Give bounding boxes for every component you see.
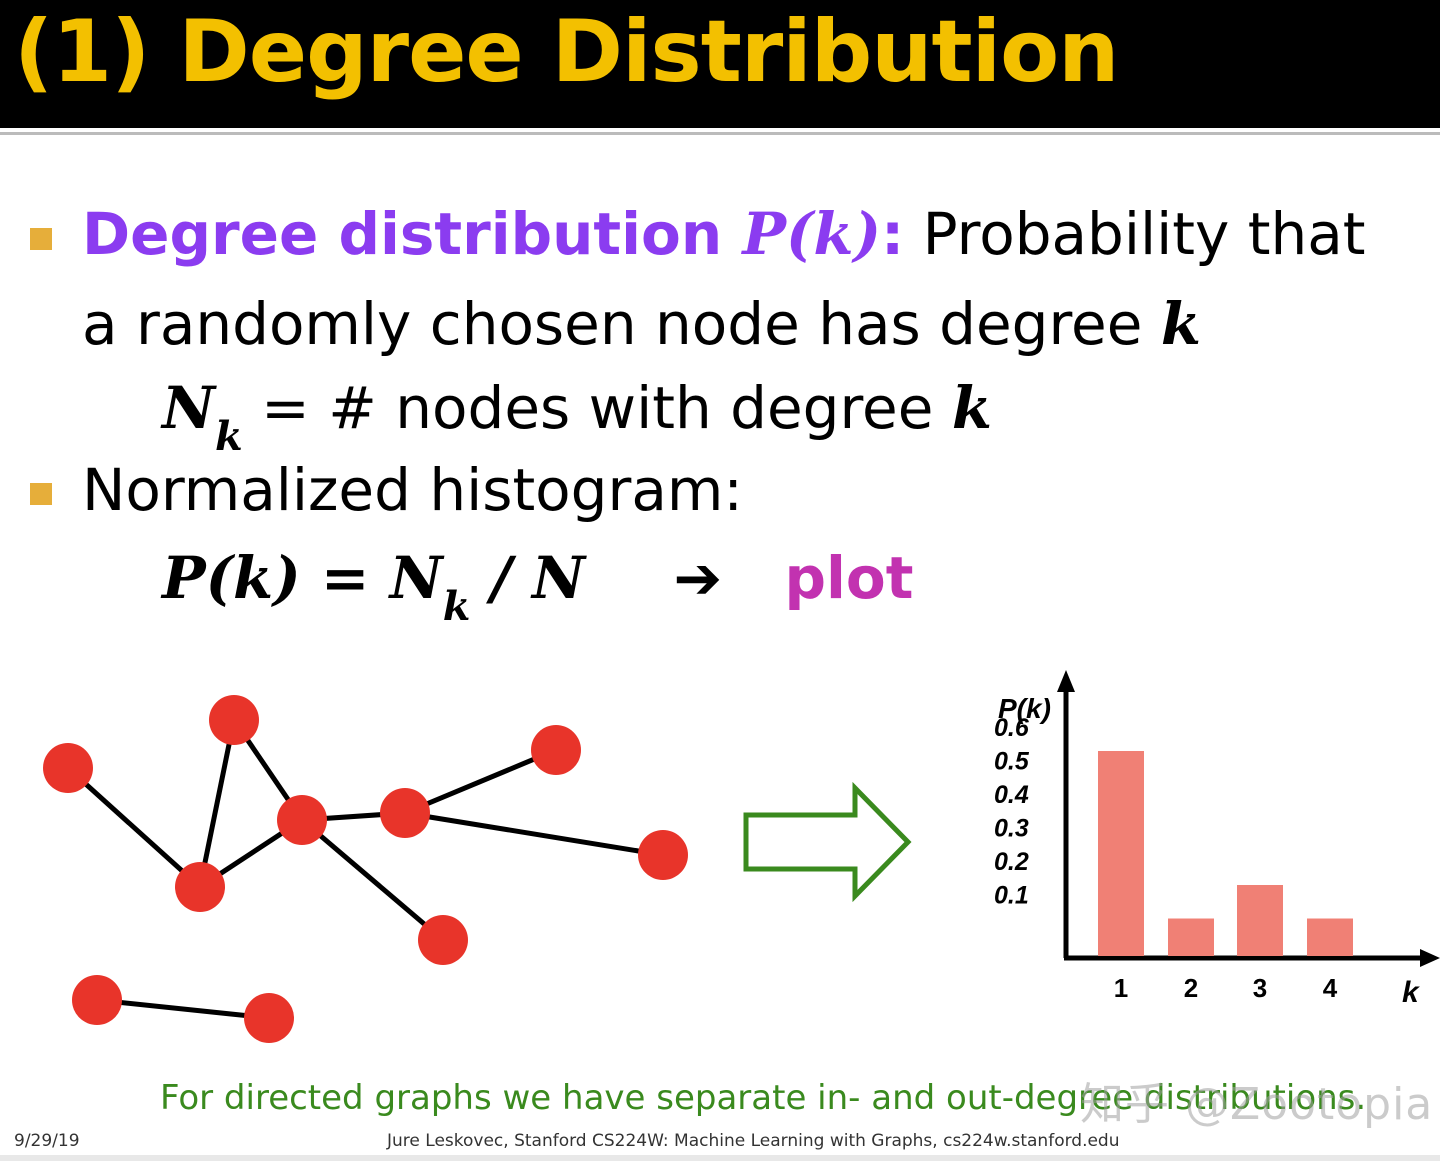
graph-node: [277, 795, 327, 845]
x-tick-label: 2: [1184, 973, 1198, 1003]
nk-k: k: [951, 374, 993, 442]
x-tick-label: 1: [1114, 973, 1128, 1003]
footer-credit: Jure Leskovec, Stanford CS224W: Machine …: [387, 1131, 1120, 1151]
formula-rest: / N: [470, 544, 585, 612]
formula: P(k) = Nk / N ➔ plot: [162, 544, 914, 630]
nk-text: # nodes with degree: [328, 374, 952, 442]
term-degree-distribution: Degree distribution: [82, 200, 743, 268]
graph-edge: [66, 766, 202, 889]
y-tick-label: 0.5: [994, 748, 1030, 776]
graph-node: [380, 788, 430, 838]
nk-subscript: k: [215, 413, 243, 460]
term-pk: P(k): [742, 200, 882, 268]
formula-pk: P(k) = N: [162, 544, 443, 612]
y-tick-label: 0.4: [994, 781, 1029, 809]
watermark: 知乎 @Zootopia: [1080, 1079, 1434, 1130]
formula-subscript: k: [442, 583, 471, 630]
title-bar: (1) Degree Distribution: [0, 0, 1440, 128]
graph-edge: [300, 818, 445, 942]
bottom-bar: [0, 1155, 1440, 1161]
y-tick-label: 0.2: [994, 848, 1029, 876]
histogram-bar: [1168, 918, 1214, 956]
slide-title: (1) Degree Distribution: [14, 2, 1119, 102]
right-arrow-icon: [743, 781, 912, 903]
degree-k: k: [1160, 290, 1202, 358]
graph-node: [244, 993, 294, 1043]
histogram-bar: [1307, 918, 1353, 956]
graph-node: [638, 830, 688, 880]
histogram-bar: [1098, 751, 1144, 956]
bullet-marker-2: [30, 483, 52, 505]
directed-graph-note: For directed graphs we have separate in-…: [160, 1078, 1367, 1118]
graph-edge: [197, 719, 237, 888]
graph-edge: [96, 997, 270, 1021]
y-axis-arrowhead: [1057, 670, 1075, 692]
x-tick-label: 4: [1323, 973, 1338, 1003]
title-divider: [0, 132, 1440, 135]
y-tick-label: 0.1: [994, 882, 1029, 910]
bullet-1-text: Probability that: [904, 200, 1366, 268]
graph-node: [531, 725, 581, 775]
formula-arrow: ➔: [673, 544, 723, 612]
bullet-1-line-2: a randomly chosen node has degree k: [82, 290, 1201, 358]
degree-histogram: P(k) k 0.6 0.5 0.4 0.3 0.2 0.1 1 2 3 4: [994, 670, 1440, 1009]
nk-symbol: N: [162, 374, 216, 442]
histogram-bar: [1237, 885, 1283, 956]
x-axis-label: k: [1402, 976, 1420, 1009]
graph-node: [43, 743, 93, 793]
y-tick-label: 0.6: [994, 714, 1030, 742]
graph-node: [175, 862, 225, 912]
bullet-1-line-1: Degree distribution P(k): Probability th…: [82, 200, 1366, 268]
x-tick-label: 3: [1253, 973, 1267, 1003]
graph-edge: [404, 747, 557, 816]
bullet-2: Normalized histogram:: [82, 456, 743, 524]
y-axis-label: P(k): [998, 693, 1051, 724]
term-colon: :: [881, 200, 905, 268]
graph-node: [418, 915, 468, 965]
graph-node: [209, 695, 259, 745]
formula-plot: plot: [784, 544, 914, 612]
bullet-1-line-2-text: a randomly chosen node has degree: [82, 290, 1161, 358]
bullet-marker-1: [30, 228, 52, 250]
x-axis-arrowhead: [1420, 949, 1440, 967]
y-tick-label: 0.3: [994, 815, 1029, 843]
graph-nodes: [43, 695, 688, 1043]
nk-equals: =: [242, 374, 329, 442]
footer-date: 9/29/19: [14, 1131, 80, 1151]
graph-edge: [404, 810, 664, 858]
nk-definition: Nk = # nodes with degree k: [162, 374, 993, 460]
graph-node: [72, 975, 122, 1025]
